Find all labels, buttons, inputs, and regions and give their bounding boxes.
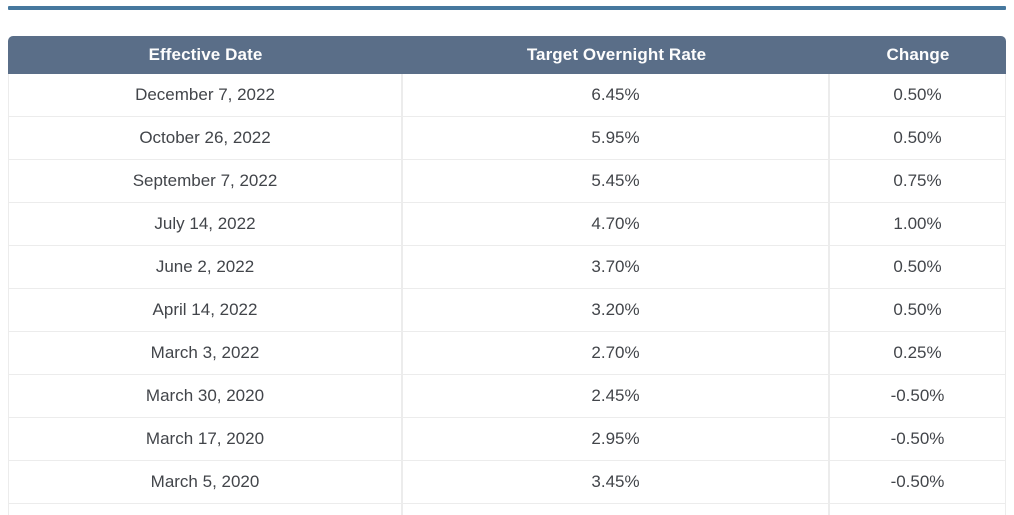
effective-date-cell: March 3, 2022 — [8, 332, 403, 375]
effective-date-cell — [8, 504, 403, 515]
change-cell: 0.25% — [830, 332, 1006, 375]
overnight-rate-table-container: Effective Date Target Overnight Rate Cha… — [8, 36, 1006, 515]
table-row: March 30, 2020 2.45% -0.50% — [8, 375, 1006, 418]
table-row: December 7, 2022 6.45% 0.50% — [8, 74, 1006, 117]
effective-date-cell: April 14, 2022 — [8, 289, 403, 332]
target-overnight-rate-cell: 2.95% — [403, 418, 830, 461]
table-row: March 5, 2020 3.45% -0.50% — [8, 461, 1006, 504]
effective-date-cell: October 26, 2022 — [8, 117, 403, 160]
change-cell: 0.50% — [830, 74, 1006, 117]
effective-date-cell: June 2, 2022 — [8, 246, 403, 289]
change-cell: -0.50% — [830, 375, 1006, 418]
table-header: Effective Date Target Overnight Rate Cha… — [8, 36, 1006, 74]
change-cell: 0.75% — [830, 160, 1006, 203]
target-overnight-rate-cell: 3.70% — [403, 246, 830, 289]
table-row: April 14, 2022 3.20% 0.50% — [8, 289, 1006, 332]
target-overnight-rate-cell — [403, 504, 830, 515]
column-header-target-overnight-rate: Target Overnight Rate — [403, 36, 830, 74]
table-row: October 26, 2022 5.95% 0.50% — [8, 117, 1006, 160]
change-cell: -0.50% — [830, 461, 1006, 504]
overnight-rate-table: Effective Date Target Overnight Rate Cha… — [8, 36, 1006, 515]
effective-date-cell: March 17, 2020 — [8, 418, 403, 461]
target-overnight-rate-cell: 5.45% — [403, 160, 830, 203]
effective-date-cell: March 30, 2020 — [8, 375, 403, 418]
effective-date-cell: July 14, 2022 — [8, 203, 403, 246]
change-cell: 1.00% — [830, 203, 1006, 246]
header-row: Effective Date Target Overnight Rate Cha… — [8, 36, 1006, 74]
table-row: September 7, 2022 5.45% 0.75% — [8, 160, 1006, 203]
change-cell: -0.50% — [830, 418, 1006, 461]
change-cell: 0.50% — [830, 117, 1006, 160]
target-overnight-rate-cell: 4.70% — [403, 203, 830, 246]
table-row: July 14, 2022 4.70% 1.00% — [8, 203, 1006, 246]
target-overnight-rate-cell: 6.45% — [403, 74, 830, 117]
effective-date-cell: December 7, 2022 — [8, 74, 403, 117]
target-overnight-rate-cell: 3.45% — [403, 461, 830, 504]
column-header-effective-date: Effective Date — [8, 36, 403, 74]
top-divider-rule — [8, 6, 1006, 10]
target-overnight-rate-cell: 2.45% — [403, 375, 830, 418]
table-row: March 3, 2022 2.70% 0.25% — [8, 332, 1006, 375]
table-row: March 17, 2020 2.95% -0.50% — [8, 418, 1006, 461]
target-overnight-rate-cell: 5.95% — [403, 117, 830, 160]
table-row: June 2, 2022 3.70% 0.50% — [8, 246, 1006, 289]
target-overnight-rate-cell: 2.70% — [403, 332, 830, 375]
target-overnight-rate-cell: 3.20% — [403, 289, 830, 332]
change-cell — [830, 504, 1006, 515]
table-row-partial — [8, 504, 1006, 515]
change-cell: 0.50% — [830, 246, 1006, 289]
effective-date-cell: September 7, 2022 — [8, 160, 403, 203]
change-cell: 0.50% — [830, 289, 1006, 332]
table-body: December 7, 2022 6.45% 0.50% October 26, 20… — [8, 74, 1006, 515]
column-header-change: Change — [830, 36, 1006, 74]
effective-date-cell: March 5, 2020 — [8, 461, 403, 504]
